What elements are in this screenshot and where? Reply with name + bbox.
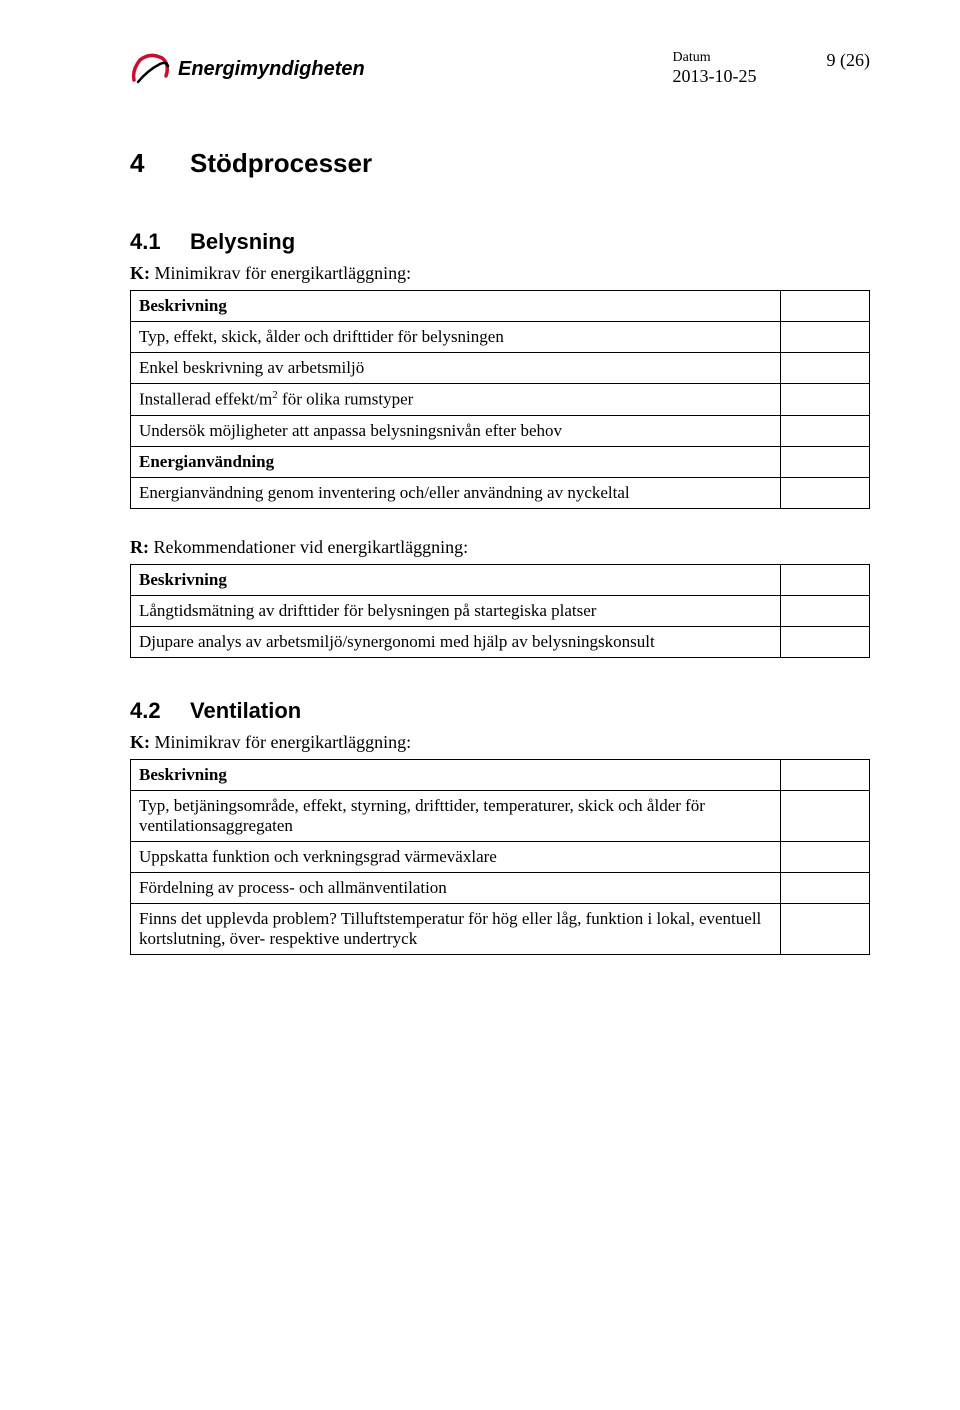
table-4-2-k: Beskrivning Typ, betjäningsområde, effek… xyxy=(130,759,870,955)
table-row: Fördelning av process- och allmänventila… xyxy=(131,872,870,903)
table-check-cell xyxy=(781,415,870,446)
section-title-text: Stödprocesser xyxy=(190,148,372,178)
table-4-1-k: Beskrivning Typ, effekt, skick, ålder oc… xyxy=(130,290,870,509)
table-cell: Finns det upplevda problem? Tilluftstemp… xyxy=(131,903,781,954)
subsection-number: 4.1 xyxy=(130,229,190,255)
page-header: Energimyndigheten Datum 2013-10-25 9 (26… xyxy=(130,50,870,88)
table-check-cell xyxy=(781,872,870,903)
table-cell: Enkel beskrivning av arbetsmiljö xyxy=(131,353,781,384)
table-row: Energianvändning genom inventering och/e… xyxy=(131,477,870,508)
subsection-number: 4.2 xyxy=(130,698,190,724)
subsection-4-2-title: 4.2Ventilation xyxy=(130,698,870,724)
table-check-cell xyxy=(781,322,870,353)
k-text: Minimikrav för energikartläggning: xyxy=(150,732,411,752)
table-header-cell: Beskrivning xyxy=(131,564,781,595)
datum-label: Datum xyxy=(673,50,757,66)
table-cell-suffix: för olika rumstyper xyxy=(278,390,414,409)
table-header-cell: Beskrivning xyxy=(131,759,781,790)
table-header-cell: Energianvändning xyxy=(131,446,781,477)
table-check-cell xyxy=(781,291,870,322)
table-check-cell xyxy=(781,353,870,384)
logo: Energimyndigheten xyxy=(130,50,365,88)
table-cell: Typ, betjäningsområde, effekt, styrning,… xyxy=(131,790,781,841)
page-content: 4Stödprocesser 4.1Belysning K: Minimikra… xyxy=(130,148,870,955)
k-prefix: K: xyxy=(130,732,150,752)
table-cell-text: Installerad effekt/m xyxy=(139,390,272,409)
table-cell: Energianvändning genom inventering och/e… xyxy=(131,477,781,508)
table-row: Långtidsmätning av drifttider för belysn… xyxy=(131,595,870,626)
table-check-cell xyxy=(781,790,870,841)
section-number: 4 xyxy=(130,148,190,179)
r-recommendation-line: R: Rekommendationer vid energikartläggni… xyxy=(130,537,870,558)
table-cell: Fördelning av process- och allmänventila… xyxy=(131,872,781,903)
table-cell: Installerad effekt/m2 för olika rumstype… xyxy=(131,384,781,416)
table-row: Beskrivning xyxy=(131,291,870,322)
energimyndigheten-logo-icon xyxy=(130,50,172,88)
table-row: Typ, betjäningsområde, effekt, styrning,… xyxy=(131,790,870,841)
table-row: Installerad effekt/m2 för olika rumstype… xyxy=(131,384,870,416)
logo-text: Energimyndigheten xyxy=(178,58,365,81)
table-cell: Djupare analys av arbetsmiljö/synergonom… xyxy=(131,626,781,657)
table-4-1-r: Beskrivning Långtidsmätning av drifttide… xyxy=(130,564,870,658)
table-row: Enkel beskrivning av arbetsmiljö xyxy=(131,353,870,384)
table-cell: Undersök möjligheter att anpassa belysni… xyxy=(131,415,781,446)
page-number: 9 (26) xyxy=(827,50,871,87)
k-text: Minimikrav för energikartläggning: xyxy=(150,263,411,283)
k-requirement-line: K: Minimikrav för energikartläggning: xyxy=(130,732,870,753)
table-row: Undersök möjligheter att anpassa belysni… xyxy=(131,415,870,446)
k-prefix: K: xyxy=(130,263,150,283)
table-check-cell xyxy=(781,759,870,790)
table-row: Energianvändning xyxy=(131,446,870,477)
table-row: Djupare analys av arbetsmiljö/synergonom… xyxy=(131,626,870,657)
subsection-4-1-title: 4.1Belysning xyxy=(130,229,870,255)
table-row: Finns det upplevda problem? Tilluftstemp… xyxy=(131,903,870,954)
header-meta: Datum 2013-10-25 9 (26) xyxy=(673,50,871,87)
table-row: Uppskatta funktion och verkningsgrad vär… xyxy=(131,841,870,872)
table-row: Beskrivning xyxy=(131,759,870,790)
datum-value: 2013-10-25 xyxy=(673,66,757,87)
table-row: Beskrivning xyxy=(131,564,870,595)
table-check-cell xyxy=(781,595,870,626)
r-text: Rekommendationer vid energikartläggning: xyxy=(149,537,468,557)
r-prefix: R: xyxy=(130,537,149,557)
table-check-cell xyxy=(781,841,870,872)
datum-block: Datum 2013-10-25 xyxy=(673,50,757,87)
table-check-cell xyxy=(781,384,870,416)
subsection-title-text: Ventilation xyxy=(190,698,301,723)
table-header-cell: Beskrivning xyxy=(131,291,781,322)
table-check-cell xyxy=(781,626,870,657)
table-check-cell xyxy=(781,564,870,595)
table-cell: Långtidsmätning av drifttider för belysn… xyxy=(131,595,781,626)
subsection-title-text: Belysning xyxy=(190,229,295,254)
table-check-cell xyxy=(781,446,870,477)
table-check-cell xyxy=(781,477,870,508)
table-row: Typ, effekt, skick, ålder och drifttider… xyxy=(131,322,870,353)
table-cell: Typ, effekt, skick, ålder och drifttider… xyxy=(131,322,781,353)
table-check-cell xyxy=(781,903,870,954)
k-requirement-line: K: Minimikrav för energikartläggning: xyxy=(130,263,870,284)
section-4-title: 4Stödprocesser xyxy=(130,148,870,179)
table-cell: Uppskatta funktion och verkningsgrad vär… xyxy=(131,841,781,872)
